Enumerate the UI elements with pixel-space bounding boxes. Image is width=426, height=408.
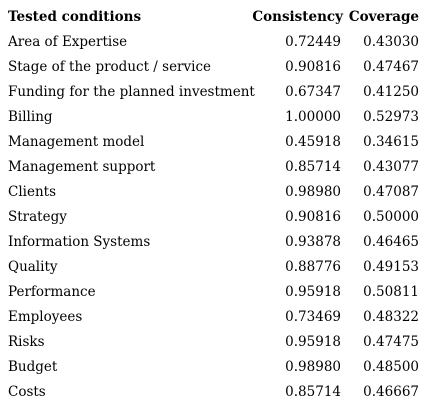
table-row: Performance 0.95918 0.50811 — [0, 280, 426, 305]
consistency-cell: 0.90816 — [285, 209, 341, 225]
coverage-cell: 0.52973 — [363, 109, 419, 125]
coverage-cell: 0.47467 — [363, 59, 419, 75]
consistency-cell: 0.85714 — [285, 384, 341, 400]
coverage-cell: 0.34615 — [363, 134, 419, 150]
coverage-cell: 0.41250 — [363, 84, 419, 100]
consistency-cell: 0.98980 — [285, 184, 341, 200]
table-row: Funding for the planned investment 0.673… — [0, 80, 426, 105]
consistency-cell: 0.90816 — [285, 59, 341, 75]
condition-cell: Clients — [8, 184, 57, 200]
table-row: Management model 0.45918 0.34615 — [0, 130, 426, 155]
condition-cell: Strategy — [8, 209, 67, 225]
coverage-cell: 0.48322 — [363, 309, 419, 325]
coverage-cell: 0.50000 — [363, 209, 419, 225]
condition-cell: Billing — [8, 109, 53, 125]
condition-cell: Funding for the planned investment — [8, 84, 255, 100]
table-row: Employees 0.73469 0.48322 — [0, 305, 426, 330]
consistency-cell: 0.73469 — [285, 309, 341, 325]
condition-cell: Information Systems — [8, 234, 151, 250]
coverage-cell: 0.47475 — [363, 334, 419, 350]
coverage-cell: 0.43030 — [363, 34, 419, 50]
consistency-cell: 0.45918 — [285, 134, 341, 150]
table-row: Clients 0.98980 0.47087 — [0, 180, 426, 205]
consistency-cell: 0.85714 — [285, 159, 341, 175]
consistency-cell: 0.67347 — [285, 84, 341, 100]
coverage-cell: 0.46465 — [363, 234, 419, 250]
table-row: Area of Expertise 0.72449 0.43030 — [0, 30, 426, 55]
consistency-cell: 0.93878 — [285, 234, 341, 250]
coverage-cell: 0.43077 — [363, 159, 419, 175]
coverage-cell: 0.47087 — [363, 184, 419, 200]
coverage-cell: 0.48500 — [363, 359, 419, 375]
table-row: Costs 0.85714 0.46667 — [0, 380, 426, 405]
consistency-cell: 0.95918 — [285, 284, 341, 300]
coverage-cell: 0.46667 — [363, 384, 419, 400]
condition-cell: Stage of the product / service — [8, 59, 212, 75]
coverage-cell: 0.50811 — [363, 284, 419, 300]
condition-cell: Costs — [8, 384, 46, 400]
header-coverage: Coverage — [348, 9, 419, 25]
table-header: Tested conditions Consistency Coverage — [0, 5, 426, 30]
table-row: Billing 1.00000 0.52973 — [0, 105, 426, 130]
condition-cell: Budget — [8, 359, 58, 375]
table-row: Management support 0.85714 0.43077 — [0, 155, 426, 180]
consistency-cell: 0.88776 — [285, 259, 341, 275]
condition-cell: Management model — [8, 134, 145, 150]
condition-cell: Quality — [8, 259, 58, 275]
table-row: Budget 0.98980 0.48500 — [0, 355, 426, 380]
consistency-cell: 1.00000 — [285, 109, 341, 125]
condition-cell: Area of Expertise — [8, 34, 128, 50]
table-row: Information Systems 0.93878 0.46465 — [0, 230, 426, 255]
condition-cell: Risks — [8, 334, 45, 350]
table-row: Strategy 0.90816 0.50000 — [0, 205, 426, 230]
consistency-cell: 0.72449 — [285, 34, 341, 50]
table-row: Stage of the product / service 0.90816 0… — [0, 55, 426, 80]
table-row: Risks 0.95918 0.47475 — [0, 330, 426, 355]
condition-cell: Management support — [8, 159, 156, 175]
header-consistency: Consistency — [252, 9, 343, 25]
condition-cell: Performance — [8, 284, 96, 300]
consistency-cell: 0.98980 — [285, 359, 341, 375]
consistency-cell: 0.95918 — [285, 334, 341, 350]
condition-cell: Employees — [8, 309, 83, 325]
coverage-cell: 0.49153 — [363, 259, 419, 275]
header-tested-conditions: Tested conditions — [8, 9, 142, 25]
table-row: Quality 0.88776 0.49153 — [0, 255, 426, 280]
